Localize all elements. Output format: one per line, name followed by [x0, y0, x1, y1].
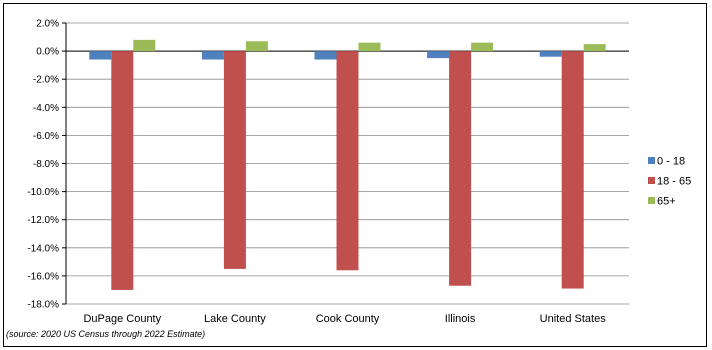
legend-swatch: [648, 157, 655, 164]
bar: [449, 51, 472, 286]
y-tick-label: -6.0%: [33, 131, 59, 142]
y-tick-label: -4.0%: [33, 103, 59, 114]
x-tick-label: Illinois: [445, 313, 476, 325]
bar: [427, 51, 450, 59]
x-tick-label: Cook County: [316, 313, 380, 325]
y-tick-label: -18.0%: [27, 300, 59, 311]
bar: [223, 51, 246, 269]
y-tick-label: -12.0%: [27, 215, 59, 226]
bar: [561, 51, 584, 289]
source-note: (source: 2020 US Census through 2022 Est…: [6, 329, 206, 339]
y-tick-label: -16.0%: [27, 271, 59, 282]
bar: [245, 41, 268, 52]
y-tick-label: -10.0%: [27, 187, 59, 198]
bar: [111, 51, 134, 290]
bar: [314, 51, 337, 60]
chart-frame: [3, 3, 707, 347]
legend-swatch: [648, 177, 655, 184]
x-tick-label: United States: [540, 313, 607, 325]
legend-label: 65+: [657, 196, 676, 208]
bar: [539, 51, 562, 57]
legend-label: 18 - 65: [657, 176, 691, 188]
y-tick-label: 2.0%: [36, 19, 59, 30]
y-tick-label: -2.0%: [33, 75, 59, 86]
x-tick-label: Lake County: [204, 313, 266, 325]
bar: [583, 44, 606, 52]
bar: [89, 51, 112, 60]
bar: [133, 39, 156, 52]
legend-swatch: [648, 197, 655, 204]
y-tick-label: -8.0%: [33, 159, 59, 170]
bar: [201, 51, 224, 60]
legend-label: 0 - 18: [657, 156, 685, 168]
bar: [336, 51, 359, 271]
y-tick-label: -14.0%: [27, 243, 59, 254]
y-tick-label: 0.0%: [36, 47, 59, 58]
bar: [471, 42, 494, 52]
bar: [358, 42, 381, 52]
x-tick-label: DuPage County: [83, 313, 161, 325]
